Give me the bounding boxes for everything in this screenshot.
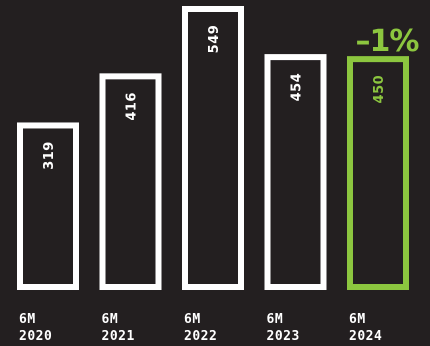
category-period-label: 6M <box>19 312 36 327</box>
category-year-label: 2022 <box>184 329 217 344</box>
category-labels-group: 6M 2020 6M 2021 6M 2022 6M 2023 6M 2024 <box>19 312 382 344</box>
bar-value-label-2021: 416 <box>125 92 140 121</box>
value-labels-group: 319 416 549 454 450 <box>42 25 387 170</box>
bar-2021 <box>99 73 162 291</box>
category-year-label: 2024 <box>349 329 382 344</box>
bar-value-label-2020: 319 <box>42 141 57 170</box>
category-period-label: 6M <box>184 312 201 327</box>
category-year-label: 2021 <box>102 329 135 344</box>
bar-2022 <box>182 6 244 290</box>
change-annotation: –1% <box>356 24 420 59</box>
bar-2024 <box>347 56 409 290</box>
bars-group <box>17 6 409 291</box>
category-period-label: 6M <box>102 312 119 327</box>
bar-value-label-2024: 450 <box>372 75 387 104</box>
category-period-label: 6M <box>267 312 284 327</box>
bar-value-label-2022: 549 <box>207 25 222 54</box>
category-period-label: 6M <box>349 312 366 327</box>
bar-value-label-2023: 454 <box>290 73 305 102</box>
bar-2020 <box>17 122 79 290</box>
bar-2023 <box>264 54 327 290</box>
category-year-label: 2023 <box>267 329 300 344</box>
category-year-label: 2020 <box>19 329 52 344</box>
